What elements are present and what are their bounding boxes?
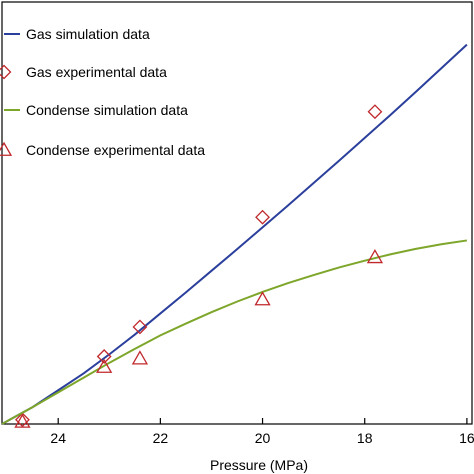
data-point-diamond bbox=[255, 209, 270, 225]
x-tick-label: 20 bbox=[255, 430, 271, 446]
x-axis: 24 22 20 18 16 bbox=[50, 418, 474, 446]
x-tick-label: 18 bbox=[357, 430, 373, 446]
data-point-diamond bbox=[96, 349, 112, 364]
series-line bbox=[1, 43, 468, 425]
data-point-triangle bbox=[254, 291, 271, 306]
data-point-diamond bbox=[15, 412, 30, 428]
data-point-diamond bbox=[367, 104, 383, 120]
series-0 bbox=[1, 43, 468, 425]
legend-marker-swatch bbox=[0, 64, 12, 80]
data-point-triangle bbox=[131, 350, 149, 365]
series-layer bbox=[1, 43, 468, 428]
data-point-triangle bbox=[14, 413, 31, 428]
data-point-diamond bbox=[132, 319, 148, 335]
x-axis-title: Pressure (MPa) bbox=[210, 457, 308, 473]
axes-frame bbox=[1, 1, 473, 425]
legend-label: Gas experimental data bbox=[26, 64, 167, 80]
data-point-triangle bbox=[366, 248, 384, 264]
series-1 bbox=[15, 104, 383, 428]
x-tick-label: 22 bbox=[153, 430, 169, 446]
plot-area bbox=[1, 1, 473, 428]
legend-marker-swatch bbox=[0, 141, 13, 156]
legend-label: Condense simulation data bbox=[26, 102, 188, 118]
series-2 bbox=[1, 239, 468, 425]
legend-label: Gas simulation data bbox=[26, 26, 150, 42]
series-line bbox=[1, 239, 468, 425]
legend-label: Condense experimental data bbox=[26, 142, 205, 158]
legend: Gas simulation data Gas experimental data… bbox=[0, 26, 205, 158]
data-point-triangle bbox=[96, 358, 113, 373]
x-tick-label: 24 bbox=[50, 430, 66, 446]
series-3 bbox=[14, 248, 384, 428]
x-tick-label: 16 bbox=[459, 430, 474, 446]
